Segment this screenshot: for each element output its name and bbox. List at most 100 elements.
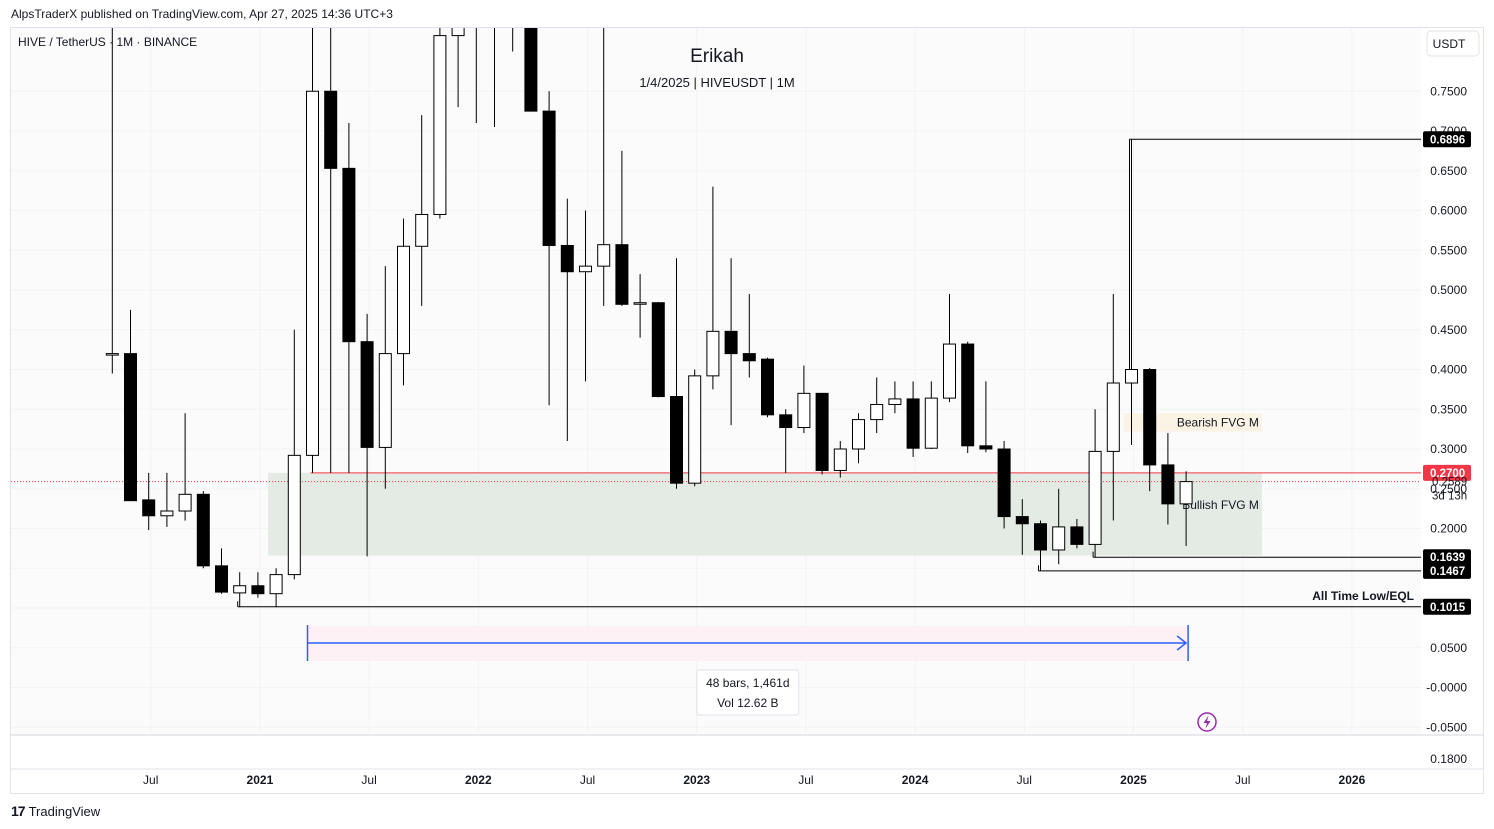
candle[interactable] xyxy=(105,4,119,374)
candle[interactable] xyxy=(1088,409,1102,558)
candle[interactable] xyxy=(287,329,301,580)
candle-body xyxy=(633,302,647,305)
candle-body xyxy=(1179,481,1193,505)
candle[interactable] xyxy=(251,572,265,598)
candle-body xyxy=(742,353,756,362)
candle[interactable] xyxy=(433,0,447,219)
candle-body xyxy=(906,398,920,449)
y-tick-label: 0.5000 xyxy=(1430,283,1467,297)
x-tick-label: Jul xyxy=(1017,773,1032,787)
candle[interactable] xyxy=(597,12,611,306)
candle[interactable] xyxy=(269,568,283,608)
candle[interactable] xyxy=(797,365,811,434)
candle[interactable] xyxy=(342,123,356,473)
countdown-label: 3d 13h xyxy=(1432,491,1467,503)
candle[interactable] xyxy=(470,0,482,124)
chart-title: Erikah xyxy=(690,46,744,67)
candle[interactable] xyxy=(196,491,210,569)
fvg-zone xyxy=(1123,413,1262,432)
candle[interactable] xyxy=(815,392,829,475)
candle[interactable] xyxy=(215,548,228,594)
candle[interactable] xyxy=(688,369,702,487)
candle[interactable] xyxy=(1179,471,1193,546)
candle[interactable] xyxy=(670,258,683,489)
candle[interactable] xyxy=(378,266,392,489)
x-tick-label: Jul xyxy=(143,773,158,787)
candle[interactable] xyxy=(651,301,665,398)
candle[interactable] xyxy=(742,293,756,378)
candle[interactable] xyxy=(633,274,647,338)
candle-body xyxy=(287,454,301,576)
candle[interactable] xyxy=(1125,138,1138,446)
candle[interactable] xyxy=(615,150,629,306)
candle[interactable] xyxy=(852,413,865,464)
candle[interactable] xyxy=(178,413,192,521)
candle[interactable] xyxy=(160,472,174,527)
candle[interactable] xyxy=(1161,433,1175,525)
candle-body xyxy=(688,375,702,484)
candle[interactable] xyxy=(324,0,338,473)
tradingview-logo[interactable]: 17 TradingView xyxy=(11,803,100,819)
candle-body xyxy=(1125,369,1138,384)
candle[interactable] xyxy=(997,441,1011,529)
chart-frame xyxy=(10,27,1484,794)
candle-body xyxy=(324,90,338,169)
candle[interactable] xyxy=(560,198,574,442)
x-tick-label: 2026 xyxy=(1339,773,1366,787)
candle-body xyxy=(451,28,465,37)
candle[interactable] xyxy=(233,572,247,608)
candle[interactable] xyxy=(1143,367,1157,492)
currency-label: USDT xyxy=(1433,37,1466,51)
candle-body xyxy=(979,445,993,450)
candle[interactable] xyxy=(542,91,556,406)
candle[interactable] xyxy=(906,381,920,457)
candle[interactable] xyxy=(306,0,319,473)
candle[interactable] xyxy=(124,309,137,502)
candle[interactable] xyxy=(779,409,793,473)
price-axis-tag-text: 0.1015 xyxy=(1430,602,1466,614)
candle[interactable] xyxy=(724,258,738,426)
measure-tool xyxy=(306,625,1189,661)
publisher-line: AlpsTraderX published on TradingView.com… xyxy=(11,7,393,21)
candle[interactable] xyxy=(397,218,410,386)
candle[interactable] xyxy=(1106,293,1120,521)
candle[interactable] xyxy=(870,377,884,434)
candle[interactable] xyxy=(524,0,538,112)
candle[interactable] xyxy=(360,313,374,557)
brand-name: TradingView xyxy=(28,803,101,819)
candle-body xyxy=(997,448,1011,518)
candle[interactable] xyxy=(888,381,902,414)
currency-button[interactable]: USDT xyxy=(1426,30,1480,57)
y-tick-label: 0.3500 xyxy=(1430,402,1467,416)
tradingview-logo-icon: 17 xyxy=(11,803,26,819)
candle[interactable] xyxy=(142,472,156,531)
candle-body xyxy=(1070,526,1084,545)
candle[interactable] xyxy=(943,293,956,403)
symbol-line: HIVE / TetherUS · 1M · BINANCE xyxy=(18,35,197,49)
candle-body xyxy=(888,398,902,405)
candle[interactable] xyxy=(579,210,592,382)
candles xyxy=(105,0,1193,608)
candle-body xyxy=(433,35,447,215)
candle[interactable] xyxy=(489,0,501,128)
price-axis-tag-text: 0.2700 xyxy=(1430,468,1465,480)
candle[interactable] xyxy=(924,381,938,449)
candle[interactable] xyxy=(1015,499,1029,555)
candle[interactable] xyxy=(451,0,465,108)
candle[interactable] xyxy=(833,441,847,478)
lightning-alert-icon[interactable] xyxy=(1197,712,1217,732)
candle[interactable] xyxy=(1052,488,1066,565)
candle[interactable] xyxy=(961,341,975,453)
candle[interactable] xyxy=(1070,518,1084,549)
candle[interactable] xyxy=(415,115,429,306)
candle[interactable] xyxy=(761,357,774,418)
candle[interactable] xyxy=(1034,520,1047,571)
y-tick-label: -0.0500 xyxy=(1426,720,1467,734)
candle[interactable] xyxy=(979,381,993,453)
candle-body xyxy=(360,341,374,448)
candle-body xyxy=(378,353,392,448)
candle-body xyxy=(724,330,738,355)
candle[interactable] xyxy=(706,186,720,390)
